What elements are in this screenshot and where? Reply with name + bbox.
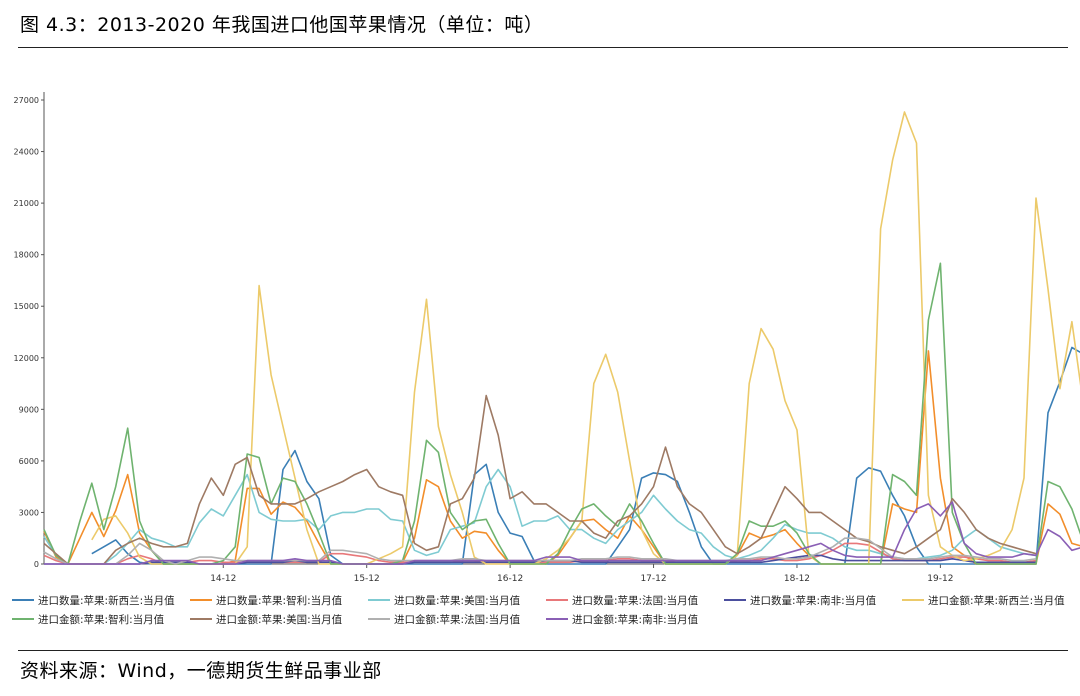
y-tick-label: 6000	[19, 457, 39, 466]
x-tick-label: 19-12	[927, 574, 953, 584]
legend-label: 进口数量:苹果:法国:当月值	[572, 594, 699, 607]
x-tick-label: 14-12	[210, 574, 236, 584]
y-tick-label: 12000	[14, 354, 39, 363]
y-tick-label: 9000	[19, 405, 39, 414]
y-tick-label: 15000	[14, 302, 39, 311]
figure-title: 图 4.3：2013-2020 年我国进口他国苹果情况（单位：吨）	[20, 14, 544, 36]
series-line-6	[91, 111, 1080, 565]
series-line-10	[44, 501, 1080, 565]
y-tick-label: 18000	[14, 251, 39, 260]
top-rule	[18, 47, 1068, 48]
legend: 进口数量:苹果:新西兰:当月值 进口数量:苹果:智利:当月值 进口数量:苹果:美国:…	[12, 594, 1065, 626]
y-tick-label: 0	[34, 560, 39, 569]
legend-label: 进口金额:苹果:美国:当月值	[216, 613, 343, 626]
series-line-1	[91, 346, 1080, 565]
x-tick-label: 17-12	[640, 574, 666, 584]
series-line-7	[43, 262, 1080, 565]
legend-label: 进口金额:苹果:智利:当月值	[38, 613, 165, 626]
axes: 0 3000 6000 9000 12000 15000 18000 21000 24000 27…	[14, 92, 1036, 584]
legend-label: 进口数量:苹果:新西兰:当月值	[38, 594, 175, 607]
legend-label: 进口数量:苹果:美国:当月值	[394, 594, 521, 607]
legend-label: 进口数量:苹果:南非:当月值	[750, 594, 877, 607]
legend-label: 进口金额:苹果:新西兰:当月值	[928, 594, 1065, 607]
legend-label: 进口金额:苹果:南非:当月值	[572, 613, 699, 626]
x-tick-label: 18-12	[784, 574, 810, 584]
y-tick-label: 24000	[14, 148, 39, 157]
series-line-4	[43, 542, 1037, 565]
legend-label: 进口金额:苹果:法国:当月值	[394, 613, 521, 626]
series-lines	[43, 111, 1080, 565]
x-tick-label: 16-12	[497, 574, 523, 584]
y-tick-label: 21000	[14, 199, 39, 208]
y-tick-label: 3000	[19, 508, 39, 517]
series-line-8	[43, 394, 1037, 565]
legend-label: 进口数量:苹果:智利:当月值	[216, 594, 343, 607]
series-line-3	[43, 468, 1037, 565]
x-tick-label: 15-12	[354, 574, 380, 584]
series-line-9	[43, 537, 1037, 565]
source-note: 资料来源：Wind，一德期货生鲜品事业部	[20, 660, 382, 682]
line-chart: 0 3000 6000 9000 12000 15000 18000 21000 24000 27…	[12, 92, 1080, 626]
bottom-rule	[18, 650, 1068, 651]
y-tick-label: 27000	[14, 96, 39, 105]
